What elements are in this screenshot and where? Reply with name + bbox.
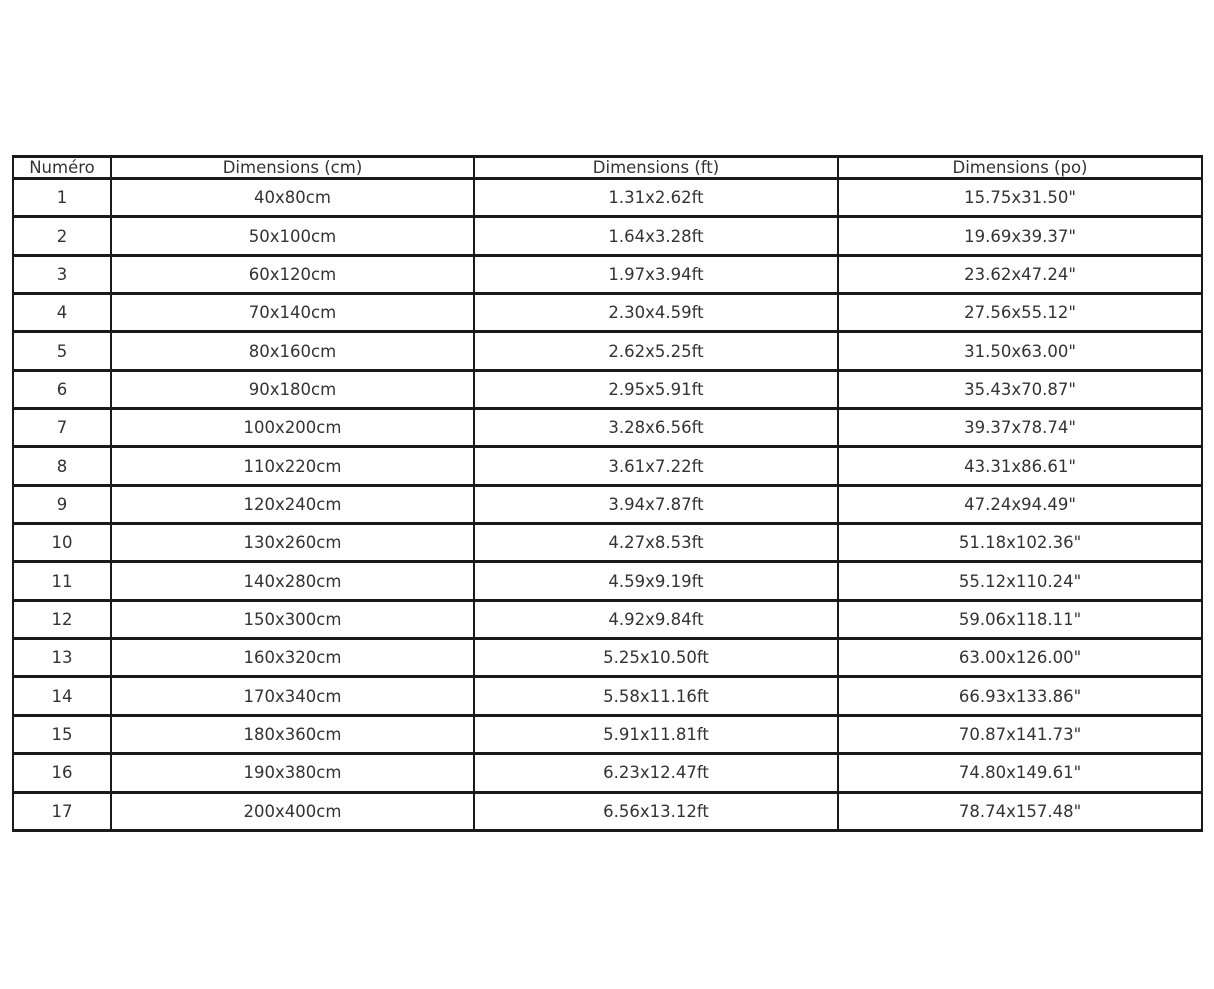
table-cell: 66.93x133.86" [837,675,1203,717]
table-row: 12 150x300cm 4.92x9.84ft 59.06x118.11" [12,598,1203,641]
table-cell: 130x260cm [110,522,475,564]
table-row: 9 120x240cm 3.94x7.87ft 47.24x94.49" [12,483,1203,526]
table-cell: 39.37x78.74" [837,407,1203,449]
table-cell: 190x380cm [110,752,475,794]
col-header-dimensions-ft: Dimensions (ft) [473,155,839,180]
table-cell: 6.23x12.47ft [473,752,839,794]
table-cell: 70x140cm [110,292,475,334]
table-cell: 40x80cm [110,176,475,219]
table-cell: 5.25x10.50ft [473,637,839,679]
table-cell: 3.94x7.87ft [473,483,839,526]
table-cell: 1.97x3.94ft [473,253,839,296]
table-cell: 19.69x39.37" [837,215,1203,257]
table-cell: 200x400cm [110,790,475,832]
table-cell: 5.58x11.16ft [473,675,839,717]
header-row: Numéro Dimensions (cm) Dimensions (ft) D… [12,155,1203,180]
table-cell: 1 [12,176,112,219]
table-cell: 2 [12,215,112,257]
table-cell: 4.59x9.19ft [473,560,839,602]
table-cell: 55.12x110.24" [837,560,1203,602]
table-row: 5 80x160cm 2.62x5.25ft 31.50x63.00" [12,330,1203,372]
col-header-numero: Numéro [12,155,112,180]
table-row: 6 90x180cm 2.95x5.91ft 35.43x70.87" [12,368,1203,411]
table-cell: 3.61x7.22ft [473,445,839,487]
table-cell: 9 [12,483,112,526]
table-cell: 80x160cm [110,330,475,372]
table-cell: 12 [12,598,112,641]
table-cell: 180x360cm [110,713,475,756]
col-header-dimensions-po: Dimensions (po) [837,155,1203,180]
table-row: 4 70x140cm 2.30x4.59ft 27.56x55.12" [12,292,1203,334]
table-cell: 5 [12,330,112,372]
table-cell: 1.31x2.62ft [473,176,839,219]
table-cell: 100x200cm [110,407,475,449]
table-cell: 6.56x13.12ft [473,790,839,832]
table-cell: 150x300cm [110,598,475,641]
table-cell: 35.43x70.87" [837,368,1203,411]
table-cell: 31.50x63.00" [837,330,1203,372]
table-row: 2 50x100cm 1.64x3.28ft 19.69x39.37" [12,215,1203,257]
table-cell: 160x320cm [110,637,475,679]
table-cell: 15.75x31.50" [837,176,1203,219]
table-cell: 47.24x94.49" [837,483,1203,526]
table-cell: 23.62x47.24" [837,253,1203,296]
table-cell: 13 [12,637,112,679]
table-row: 3 60x120cm 1.97x3.94ft 23.62x47.24" [12,253,1203,296]
table-cell: 4.27x8.53ft [473,522,839,564]
table-cell: 27.56x55.12" [837,292,1203,334]
table-cell: 10 [12,522,112,564]
table-cell: 8 [12,445,112,487]
table-row: 8 110x220cm 3.61x7.22ft 43.31x86.61" [12,445,1203,487]
table-body: 1 40x80cm 1.31x2.62ft 15.75x31.50" 2 50x100cm… [12,176,1203,832]
table-cell: 140x280cm [110,560,475,602]
table-cell: 63.00x126.00" [837,637,1203,679]
table-cell: 4 [12,292,112,334]
table-row: 11 140x280cm 4.59x9.19ft 55.12x110.24" [12,560,1203,602]
table-cell: 90x180cm [110,368,475,411]
table-cell: 17 [12,790,112,832]
table-cell: 15 [12,713,112,756]
table-cell: 5.91x11.81ft [473,713,839,756]
table-cell: 2.95x5.91ft [473,368,839,411]
table-cell: 59.06x118.11" [837,598,1203,641]
table-cell: 60x120cm [110,253,475,296]
table-row: 13 160x320cm 5.25x10.50ft 63.00x126.00" [12,637,1203,679]
table-row: 10 130x260cm 4.27x8.53ft 51.18x102.36" [12,522,1203,564]
table-cell: 3 [12,253,112,296]
table-row: 17 200x400cm 6.56x13.12ft 78.74x157.48" [12,790,1203,832]
table-cell: 14 [12,675,112,717]
table-cell: 70.87x141.73" [837,713,1203,756]
table-cell: 2.62x5.25ft [473,330,839,372]
table-cell: 4.92x9.84ft [473,598,839,641]
table-row: 7 100x200cm 3.28x6.56ft 39.37x78.74" [12,407,1203,449]
table-cell: 74.80x149.61" [837,752,1203,794]
table-cell: 6 [12,368,112,411]
dimensions-table: Numéro Dimensions (cm) Dimensions (ft) D… [12,155,1203,832]
table-cell: 3.28x6.56ft [473,407,839,449]
table-cell: 51.18x102.36" [837,522,1203,564]
table-cell: 7 [12,407,112,449]
table-row: 16 190x380cm 6.23x12.47ft 74.80x149.61" [12,752,1203,794]
table-cell: 11 [12,560,112,602]
table-row: 1 40x80cm 1.31x2.62ft 15.75x31.50" [12,176,1203,219]
table-cell: 16 [12,752,112,794]
col-header-dimensions-cm: Dimensions (cm) [110,155,475,180]
table-cell: 50x100cm [110,215,475,257]
table-cell: 78.74x157.48" [837,790,1203,832]
table-cell: 1.64x3.28ft [473,215,839,257]
table-cell: 110x220cm [110,445,475,487]
table-cell: 120x240cm [110,483,475,526]
table-row: 14 170x340cm 5.58x11.16ft 66.93x133.86" [12,675,1203,717]
table-row: 15 180x360cm 5.91x11.81ft 70.87x141.73" [12,713,1203,756]
table-cell: 43.31x86.61" [837,445,1203,487]
table-cell: 170x340cm [110,675,475,717]
table-cell: 2.30x4.59ft [473,292,839,334]
